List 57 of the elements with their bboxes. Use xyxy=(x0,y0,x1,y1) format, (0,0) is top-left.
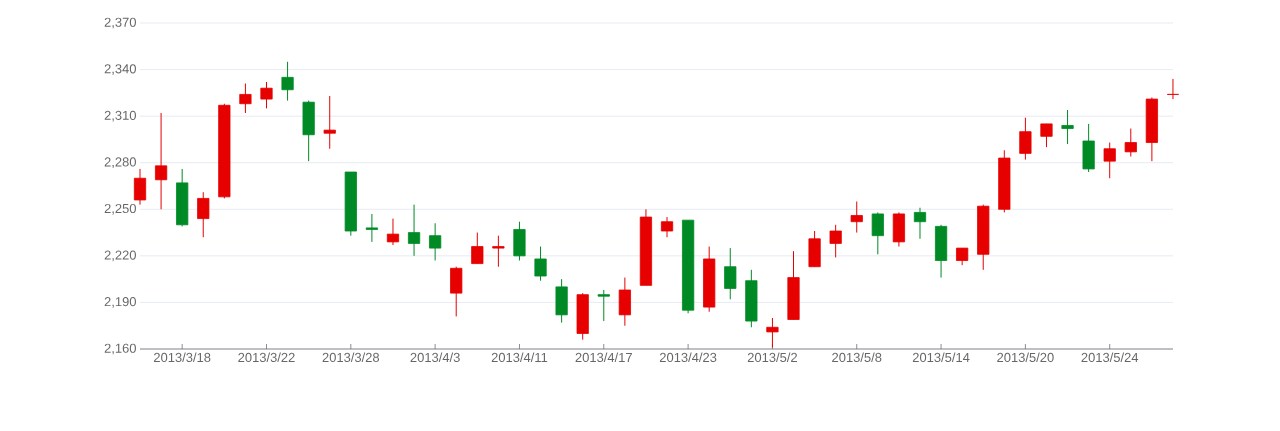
candlestick xyxy=(1166,78,1180,100)
x-tick-label: 2013/5/14 xyxy=(912,352,970,363)
candlestick xyxy=(471,232,484,265)
candlestick xyxy=(176,168,189,227)
candlestick xyxy=(787,250,800,320)
x-tick-label: 2013/5/20 xyxy=(997,352,1054,363)
candlestick xyxy=(197,191,210,238)
candlestick xyxy=(450,266,463,317)
x-tick-label: 2013/5/24 xyxy=(1081,352,1139,363)
candlestick xyxy=(766,317,779,348)
y-tick-label: 2,220 xyxy=(104,250,136,262)
x-tick-label: 2013/3/18 xyxy=(154,352,211,363)
x-tick-label: 2013/4/11 xyxy=(491,352,548,363)
candlestick xyxy=(724,247,737,300)
candlestick xyxy=(597,289,610,322)
candlestick xyxy=(218,103,231,199)
candlestick xyxy=(534,246,547,282)
y-tick-label: 2,190 xyxy=(104,297,136,308)
candlestick xyxy=(850,201,863,234)
y-tick-label: 2,280 xyxy=(104,157,136,169)
candlestick xyxy=(492,235,505,268)
x-tick-label: 2013/5/8 xyxy=(832,352,882,363)
x-tick-label: 2013/4/17 xyxy=(575,352,632,363)
x-tick-label: 2013/3/28 xyxy=(322,352,380,363)
candlestick xyxy=(260,81,273,109)
x-tick-label: 2013/4/3 xyxy=(410,352,460,363)
candlestick xyxy=(302,100,315,162)
candlestick xyxy=(977,204,990,271)
candlestick xyxy=(871,211,884,255)
y-tick-label: 2,310 xyxy=(104,110,136,122)
y-tick-label: 2,340 xyxy=(104,64,136,75)
candlestick xyxy=(239,83,252,114)
y-tick-label: 2,370 xyxy=(104,17,136,29)
candlestick xyxy=(513,221,526,262)
candlestick xyxy=(344,171,357,237)
candlestick xyxy=(998,149,1011,213)
candlestick xyxy=(1040,123,1053,148)
x-tick-label: 2013/3/22 xyxy=(238,352,295,363)
candlestick xyxy=(829,224,842,258)
candlestick xyxy=(365,213,378,243)
candlestick xyxy=(1103,142,1116,179)
candlestick xyxy=(1061,109,1074,145)
candlestick xyxy=(576,292,589,341)
candlestick xyxy=(1124,128,1137,157)
x-tick-label: 2013/4/23 xyxy=(659,352,717,363)
candlestick xyxy=(555,278,568,324)
x-tick-label: 2013/5/2 xyxy=(747,352,797,363)
candlestick xyxy=(1082,123,1095,173)
candlestick xyxy=(745,269,758,328)
candlestick xyxy=(703,246,716,313)
y-tick-label: 2,160 xyxy=(104,343,136,355)
candlestick xyxy=(386,218,400,246)
candlestick xyxy=(281,61,294,102)
y-tick-label: 2,250 xyxy=(104,203,136,215)
candlestick xyxy=(1019,117,1032,161)
candlestick xyxy=(808,230,821,268)
candlestick xyxy=(323,95,336,150)
